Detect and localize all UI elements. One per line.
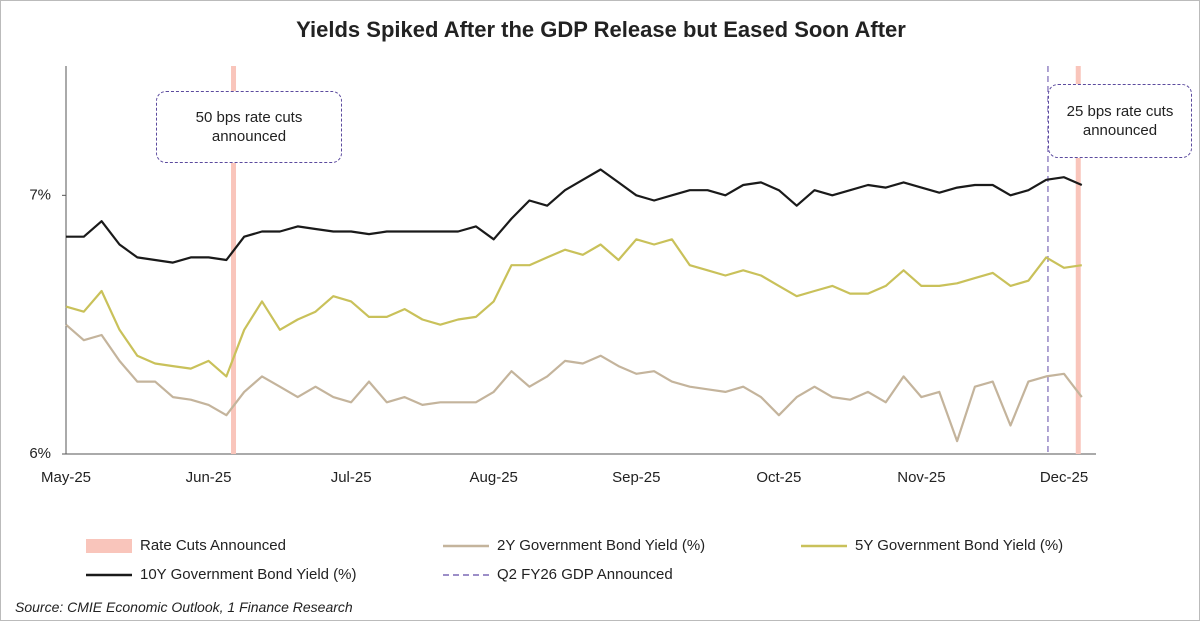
chart-title: Yields Spiked After the GDP Release but …	[296, 17, 906, 42]
legend-swatch	[86, 539, 132, 553]
x-tick-label: Jul-25	[331, 469, 372, 486]
x-tick-label: Nov-25	[897, 469, 945, 486]
x-tick-label: Jun-25	[186, 469, 232, 486]
legend-label: Q2 FY26 GDP Announced	[497, 566, 673, 583]
series-line	[65, 323, 1083, 443]
annotation: 50 bps rate cuts announced	[156, 91, 342, 163]
legend-label: 10Y Government Bond Yield (%)	[140, 566, 357, 583]
y-tick-label: 7%	[29, 186, 51, 203]
x-tick-label: Dec-25	[1040, 469, 1088, 486]
x-tick-label: Aug-25	[470, 469, 518, 486]
x-tick-label: Oct-25	[756, 469, 801, 486]
legend-label: Rate Cuts Announced	[140, 537, 286, 554]
y-tick-label: 6%	[29, 445, 51, 462]
legend-label: 5Y Government Bond Yield (%)	[855, 537, 1063, 554]
series-line	[66, 168, 1083, 264]
annotation: 25 bps rate cuts announced	[1048, 84, 1192, 158]
series-line	[65, 238, 1082, 378]
x-tick-label: May-25	[41, 469, 91, 486]
source-note: Source: CMIE Economic Outlook, 1 Finance…	[15, 599, 353, 615]
legend-label: 2Y Government Bond Yield (%)	[497, 537, 705, 554]
x-tick-label: Sep-25	[612, 469, 660, 486]
